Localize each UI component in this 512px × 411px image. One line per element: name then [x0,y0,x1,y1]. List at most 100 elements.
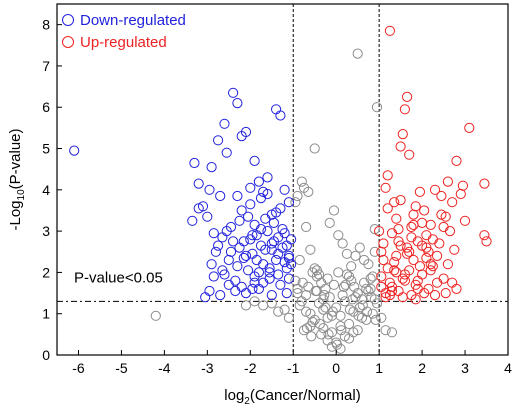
data-point-down [286,234,297,245]
data-point-up [447,277,458,288]
x-tick-label: -4 [158,360,171,376]
data-point-ns [296,176,307,187]
data-point-down [266,238,277,249]
data-point-ns [349,281,360,292]
x-tick-label: -3 [201,360,214,376]
data-point-down [69,145,80,156]
data-point-ns [336,325,347,336]
y-tick-label: 4 [42,182,50,198]
data-point-ns [346,261,357,272]
data-point-up [429,184,441,195]
data-point-ns [323,329,334,340]
data-point-up [395,141,406,152]
data-point-ns [292,283,303,294]
data-point-down [275,279,286,290]
data-point-down [264,263,275,274]
data-point-up [417,269,428,280]
data-point-up [408,209,419,220]
data-point-up [386,285,398,297]
data-point-down [255,240,267,251]
data-point-ns [298,325,310,336]
data-point-up [412,275,423,286]
data-point-ns [326,327,337,338]
significance-annotation: P-value<0.05 [74,269,163,286]
data-point-down [232,98,243,109]
data-point-down [255,193,267,204]
data-point-down [275,110,286,121]
data-point-up [438,221,449,233]
y-tick-label: 0 [42,347,50,363]
data-point-down [273,248,284,259]
data-point-up [402,91,413,103]
data-point-down [234,215,245,226]
data-point-up [378,238,389,249]
data-point-ns [354,242,365,253]
data-point-ns [331,339,343,350]
data-point-up [425,265,436,276]
data-point-ns [328,279,340,290]
data-point-ns [297,277,308,288]
data-point-ns [292,190,303,202]
data-point-ns [339,296,350,307]
legend-marker-down [62,14,74,26]
plot-frame [56,3,509,356]
plot-area [57,4,508,355]
data-point-down [258,277,269,288]
data-point-ns [249,296,260,307]
data-point-down [283,250,294,261]
data-point-up [419,205,430,216]
y-tick-label: 2 [42,264,50,280]
data-point-down [230,285,241,297]
data-point-up [374,226,385,237]
data-point-up [421,230,432,241]
data-point-ns [335,310,346,321]
data-point-up [481,236,492,247]
data-point-down [238,252,249,264]
data-point-ns [322,273,333,284]
data-point-ns [301,221,312,233]
data-point-ns [337,238,348,249]
x-axis-title-subscript: 2 [244,396,250,407]
data-point-down [215,190,226,202]
data-point-up [384,25,395,36]
data-point-down [217,232,228,243]
x-tick-label: 2 [418,360,426,376]
data-point-down [283,197,294,208]
data-point-ns [273,306,284,317]
data-point-down [223,279,234,290]
data-points [69,25,492,354]
data-point-up [423,283,434,294]
data-point-ns [319,290,330,301]
data-point-up [382,263,393,274]
data-point-ns [283,312,294,323]
data-point-ns [338,281,349,292]
data-point-up [404,246,415,257]
data-point-ns [361,283,372,294]
data-point-ns [327,306,338,317]
data-point-up [395,195,406,206]
data-point-ns [309,143,320,154]
data-point-up [389,265,400,276]
data-point-ns [341,269,352,280]
data-point-down [249,277,260,288]
data-point-down [279,184,290,195]
legend: Down-regulated Up-regulated [62,12,186,51]
data-point-down [225,246,237,257]
data-point-ns [344,318,355,330]
data-point-ns [370,314,381,325]
data-point-down [253,176,264,187]
data-point-down [240,288,252,299]
x-axis-title-rest: (Cancer/Normal) [250,387,361,404]
data-point-up [432,277,443,288]
data-point-up [451,155,462,166]
data-point-up [447,197,458,208]
data-point-down [281,288,292,299]
data-point-up [451,283,462,294]
data-point-ns [320,283,331,294]
data-point-up [417,240,428,251]
data-point-ns [359,277,370,288]
data-point-down [238,236,249,247]
data-point-up [457,180,468,191]
data-point-down [266,290,277,301]
data-point-up [389,257,400,268]
